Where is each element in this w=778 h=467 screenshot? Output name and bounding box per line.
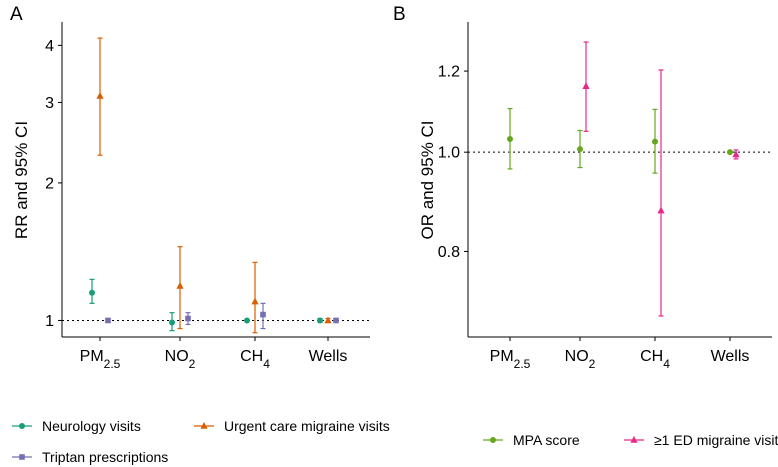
- data-point: [176, 281, 184, 289]
- data-point: [652, 138, 658, 145]
- panel-b: B 0.8 1.0 1.2 OR and 95% CI PM2.5 NO2 CH4 Wells M…: [393, 4, 778, 448]
- y-tick-label: 1.2: [438, 64, 460, 81]
- data-point: [582, 82, 590, 89]
- data-point: [169, 319, 175, 326]
- x-tick-label: NO2: [565, 348, 596, 371]
- y-tick-label: 0.8: [438, 244, 460, 261]
- data-point: [507, 136, 513, 143]
- legend-key-marker: [19, 454, 25, 460]
- x-tick-label: PM2.5: [490, 348, 531, 371]
- data-point: [260, 311, 266, 318]
- legend-key-marker: [630, 436, 638, 443]
- y-tick-label: 1.0: [438, 145, 460, 162]
- y-tick-label: 1: [45, 313, 54, 330]
- data-point: [324, 316, 332, 324]
- data-point: [732, 150, 740, 158]
- series-urgent-care-migraine-visits: [96, 37, 332, 334]
- series-neurology-visits: [89, 278, 323, 332]
- panel-letter: A: [10, 4, 23, 25]
- panel-a: A 1 2 3 4 RR and 95% CI PM2.5 NO2 CH4 Wells Neurol…: [10, 4, 390, 465]
- x-tick-label: CH4: [640, 348, 670, 371]
- data-point: [244, 317, 250, 324]
- data-point: [185, 315, 191, 322]
- x-tick-label: CH4: [240, 348, 270, 371]
- data-point: [657, 206, 665, 214]
- series-triptan-prescriptions: [105, 302, 339, 330]
- panel-letter: B: [393, 4, 406, 25]
- legend-key-marker: [200, 422, 208, 429]
- series-mpa-score: [507, 107, 733, 174]
- data-point: [577, 146, 583, 153]
- data-point: [333, 317, 339, 324]
- y-axis-title: RR and 95% CI: [12, 121, 31, 239]
- y-axis-title: OR and 95% CI: [418, 120, 437, 239]
- legend-label: ≥1 ED migraine visit: [654, 432, 778, 448]
- legend-item: Urgent care migraine visits: [194, 418, 390, 434]
- data-point: [96, 91, 104, 99]
- x-tick-label: PM2.5: [80, 348, 121, 371]
- legend-label: MPA score: [513, 432, 580, 448]
- x-tick-label: Wells: [309, 348, 348, 365]
- y-tick-label: 2: [45, 175, 54, 192]
- data-point: [727, 149, 733, 156]
- legend-label: Neurology visits: [42, 418, 141, 434]
- data-point: [105, 317, 111, 324]
- legend-key-marker: [19, 423, 25, 429]
- y-tick-label: 3: [45, 95, 54, 112]
- x-tick-label: NO2: [165, 348, 196, 371]
- legend-item: Triptan prescriptions: [12, 449, 168, 465]
- legend-label: Urgent care migraine visits: [224, 418, 390, 434]
- legend-item: MPA score: [483, 432, 580, 448]
- legend-key-marker: [490, 437, 496, 443]
- series-1-ed-migraine-visit: [582, 41, 740, 317]
- legend-label: Triptan prescriptions: [42, 449, 168, 465]
- y-tick-label: 4: [45, 38, 54, 55]
- legend-item: ≥1 ED migraine visit: [624, 432, 778, 448]
- data-point: [317, 317, 323, 324]
- legend-item: Neurology visits: [12, 418, 141, 434]
- data-point: [251, 297, 259, 305]
- x-tick-label: Wells: [711, 348, 750, 365]
- data-point: [89, 289, 95, 296]
